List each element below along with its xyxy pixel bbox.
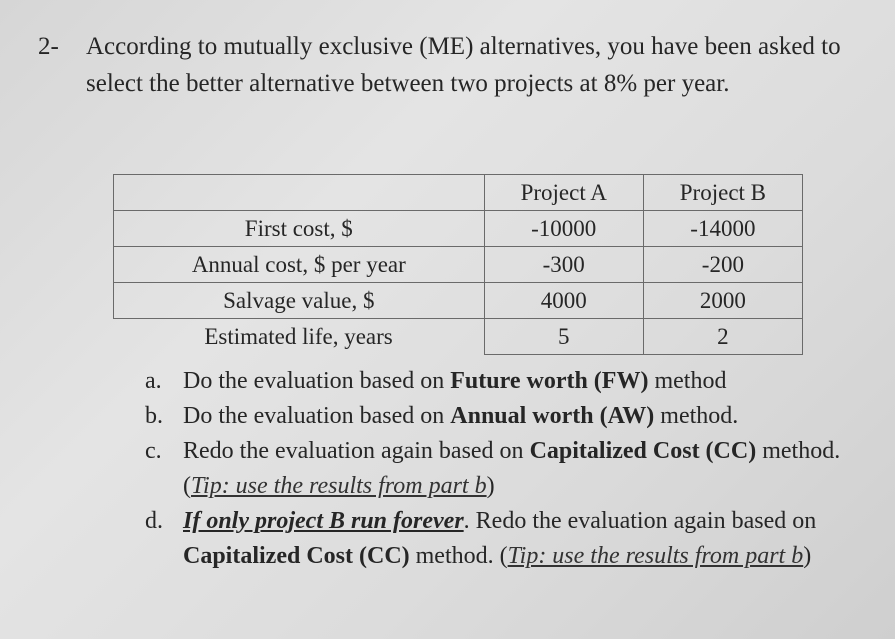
part-marker: d. — [145, 508, 163, 534]
part-text-end: method. — [654, 403, 739, 429]
question-parts: a. Do the evaluation based on Future wor… — [145, 364, 875, 574]
part-method: Future worth (FW) — [450, 368, 649, 394]
part-b: b. Do the evaluation based on Annual wor… — [145, 399, 875, 434]
part-a: a. Do the evaluation based on Future wor… — [145, 364, 875, 399]
part-method: Annual worth (AW) — [450, 403, 655, 429]
project-b-value: 2 — [642, 318, 804, 355]
project-b-value: -14000 — [642, 210, 804, 247]
project-b-value: -200 — [642, 246, 804, 283]
project-a-value: -300 — [483, 246, 644, 283]
part-text-end: ) — [803, 543, 812, 569]
part-method: Capitalized Cost (CC) — [529, 438, 757, 464]
part-text: Do the evaluation based on — [183, 403, 451, 429]
table-header-project-a: Project A — [483, 174, 644, 211]
question-block: 2- According to mutually exclusive (ME) … — [38, 28, 858, 102]
part-highlight: If only project B run forever — [183, 508, 464, 534]
table-row: First cost, $ -10000 -14000 — [113, 210, 804, 247]
part-text: . Redo the evaluation again based on — [463, 508, 817, 534]
row-label: First cost, $ — [113, 210, 485, 247]
part-text-end: ) — [486, 473, 495, 499]
projects-table: Project A Project B First cost, $ -10000… — [113, 174, 804, 355]
row-label: Estimated life, years — [113, 318, 485, 355]
table-row: Annual cost, $ per year -300 -200 — [113, 246, 804, 283]
table-header-row: Project A Project B — [113, 174, 804, 211]
part-text-mid: method. ( — [183, 438, 841, 499]
part-method: Capitalized Cost (CC) — [183, 543, 410, 569]
table-header-empty — [113, 174, 485, 211]
table-row: Salvage value, $ 4000 2000 — [113, 282, 804, 319]
part-text: Redo the evaluation again based on — [183, 438, 530, 464]
row-label: Annual cost, $ per year — [113, 246, 485, 283]
part-text-end: method — [648, 368, 727, 394]
question-number: 2- — [38, 33, 59, 60]
part-text: Do the evaluation based on — [183, 368, 451, 394]
tip-text: Tip: use the results from part b — [191, 473, 487, 499]
part-marker: c. — [145, 438, 162, 464]
part-c: c. Redo the evaluation again based on Ca… — [145, 434, 875, 504]
part-marker: a. — [145, 368, 162, 394]
part-marker: b. — [145, 403, 163, 429]
table-row: Estimated life, years 5 2 — [113, 318, 804, 355]
tip-text: Tip: use the results from part b — [507, 543, 804, 569]
project-a-value: 5 — [483, 318, 644, 355]
project-a-value: -10000 — [483, 210, 644, 247]
project-b-value: 2000 — [642, 282, 804, 319]
part-text-mid: method. ( — [409, 543, 508, 569]
project-a-value: 4000 — [483, 282, 644, 319]
question-text: According to mutually exclusive (ME) alt… — [86, 33, 841, 97]
table-header-project-b: Project B — [642, 174, 804, 211]
row-label: Salvage value, $ — [113, 282, 485, 319]
part-d: d. If only project B run forever. Redo t… — [145, 504, 875, 574]
